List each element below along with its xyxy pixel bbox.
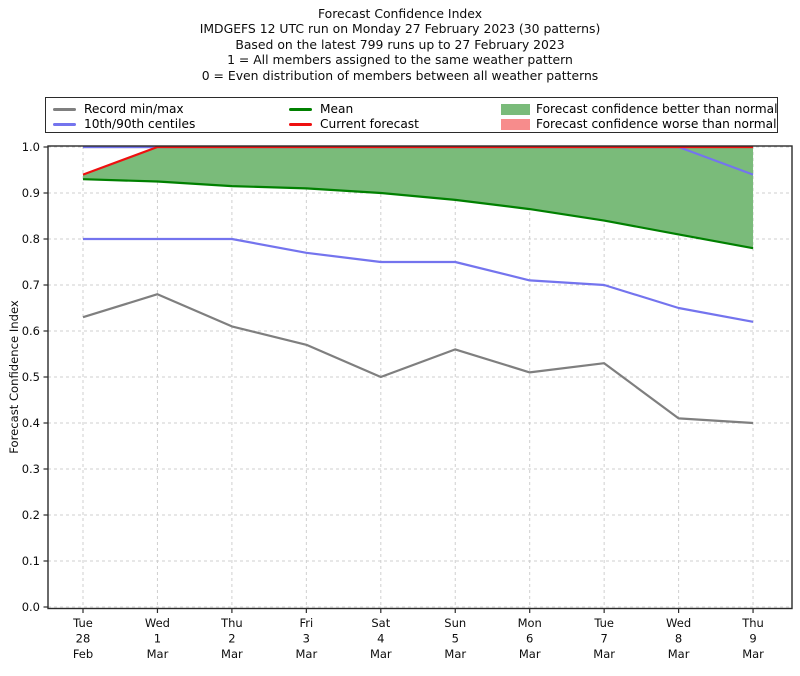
- legend-label: Forecast confidence worse than normal: [536, 117, 777, 131]
- confidence-better-patch-icon: [501, 103, 530, 115]
- x-tick-label: Mon 6 Mar: [518, 616, 542, 661]
- x-tick-label: Wed 8 Mar: [666, 616, 691, 661]
- mean-line-swatch-icon: [289, 107, 312, 111]
- y-tick-label: 0.7: [22, 278, 40, 292]
- legend-item-confidence-worse: Forecast confidence worse than normal: [501, 117, 776, 131]
- legend-item-centiles: 10th/90th centiles: [53, 117, 195, 131]
- centiles-line-swatch-icon: [53, 122, 76, 126]
- chart-title: Forecast Confidence Index: [317, 6, 483, 21]
- legend-label: Forecast confidence better than normal: [536, 102, 778, 116]
- x-tick-label: Sat 4 Mar: [370, 616, 392, 661]
- record-minmax-line-swatch-icon: [53, 107, 76, 111]
- y-tick-label: 0.2: [22, 508, 40, 522]
- x-tick-label: Tue 28 Feb: [72, 616, 93, 661]
- current-forecast-line-swatch-icon: [289, 122, 312, 126]
- x-tick-label: Sun 5 Mar: [444, 616, 466, 661]
- legend-item-record-minmax: Record min/max: [53, 102, 184, 116]
- y-tick-label: 0.1: [22, 554, 40, 568]
- y-tick-label: 0.5: [22, 370, 40, 384]
- confidence-worse-patch-icon: [501, 118, 530, 130]
- legend-label: Current forecast: [320, 117, 419, 131]
- x-tick-label: Thu 2 Mar: [220, 616, 243, 661]
- series-line-current-forecast: [82, 145, 754, 176]
- legend-item-confidence-better: Forecast confidence better than normal: [501, 102, 777, 116]
- legend-label: 10th/90th centiles: [84, 117, 196, 131]
- series-line-10th-centile: [83, 237, 754, 323]
- y-tick-label: 1.0: [22, 140, 40, 154]
- confidence-fill-region: [83, 147, 754, 249]
- chart-subtitle-def0: 0 = Even distribution of members between…: [201, 67, 599, 83]
- chart-subtitle-def1: 1 = All members assigned to the same wea…: [227, 52, 573, 68]
- series-line-mean: [82, 178, 754, 250]
- y-tick-label: 0.8: [22, 232, 40, 246]
- series-line-record-min: [82, 293, 754, 425]
- legend-box: Record min/max 10th/90th centiles Mean C…: [45, 97, 778, 133]
- legend-label: Record min/max: [84, 102, 184, 116]
- x-tick-label: Tue 7 Mar: [593, 616, 615, 661]
- chart-subtitle-run: IMDGEFS 12 UTC run on Monday 27 February…: [199, 21, 601, 37]
- x-tick-label: Thu 9 Mar: [741, 616, 764, 661]
- y-tick-label: 0.3: [22, 462, 40, 476]
- x-tick-label: Wed 1 Mar: [145, 616, 170, 661]
- y-tick-label: 0.6: [22, 324, 40, 338]
- chart-title-block: Forecast Confidence Index IMDGEFS 12 UTC…: [0, 6, 800, 83]
- y-tick-label: 0.0: [22, 600, 40, 614]
- y-tick-label: 0.9: [22, 186, 40, 200]
- legend-label: Mean: [320, 102, 354, 116]
- legend-item-current-forecast: Current forecast: [289, 117, 419, 131]
- y-tick-label: 0.4: [22, 416, 40, 430]
- chart-subtitle-runs: Based on the latest 799 runs up to 27 Fe…: [235, 36, 565, 52]
- legend-item-mean: Mean: [289, 102, 353, 116]
- x-tick-label: Fri 3 Mar: [295, 616, 317, 661]
